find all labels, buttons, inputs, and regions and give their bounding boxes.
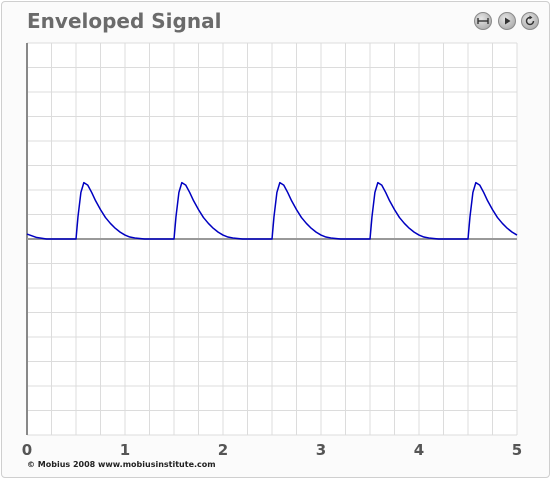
copyright-footer: © Mobius 2008 www.mobiusinstitute.com <box>27 460 216 469</box>
play-button[interactable] <box>498 12 516 30</box>
x-tick-label: 0 <box>22 441 32 459</box>
x-tick-label: 4 <box>414 441 424 459</box>
play-icon <box>505 17 511 25</box>
x-tick-label: 5 <box>512 441 522 459</box>
fit-width-icon <box>477 18 489 24</box>
chart-tick-labels: 0 1 2 3 4 5 <box>22 441 522 459</box>
x-tick-label: 1 <box>120 441 130 459</box>
x-tick-label: 3 <box>316 441 326 459</box>
reset-button[interactable] <box>521 12 539 30</box>
series-line <box>26 181 518 240</box>
page-title: Enveloped Signal <box>27 9 222 33</box>
chart-series <box>26 181 518 240</box>
reset-icon <box>525 15 535 26</box>
x-tick-label: 2 <box>218 441 228 459</box>
fit-width-button[interactable] <box>474 12 492 30</box>
